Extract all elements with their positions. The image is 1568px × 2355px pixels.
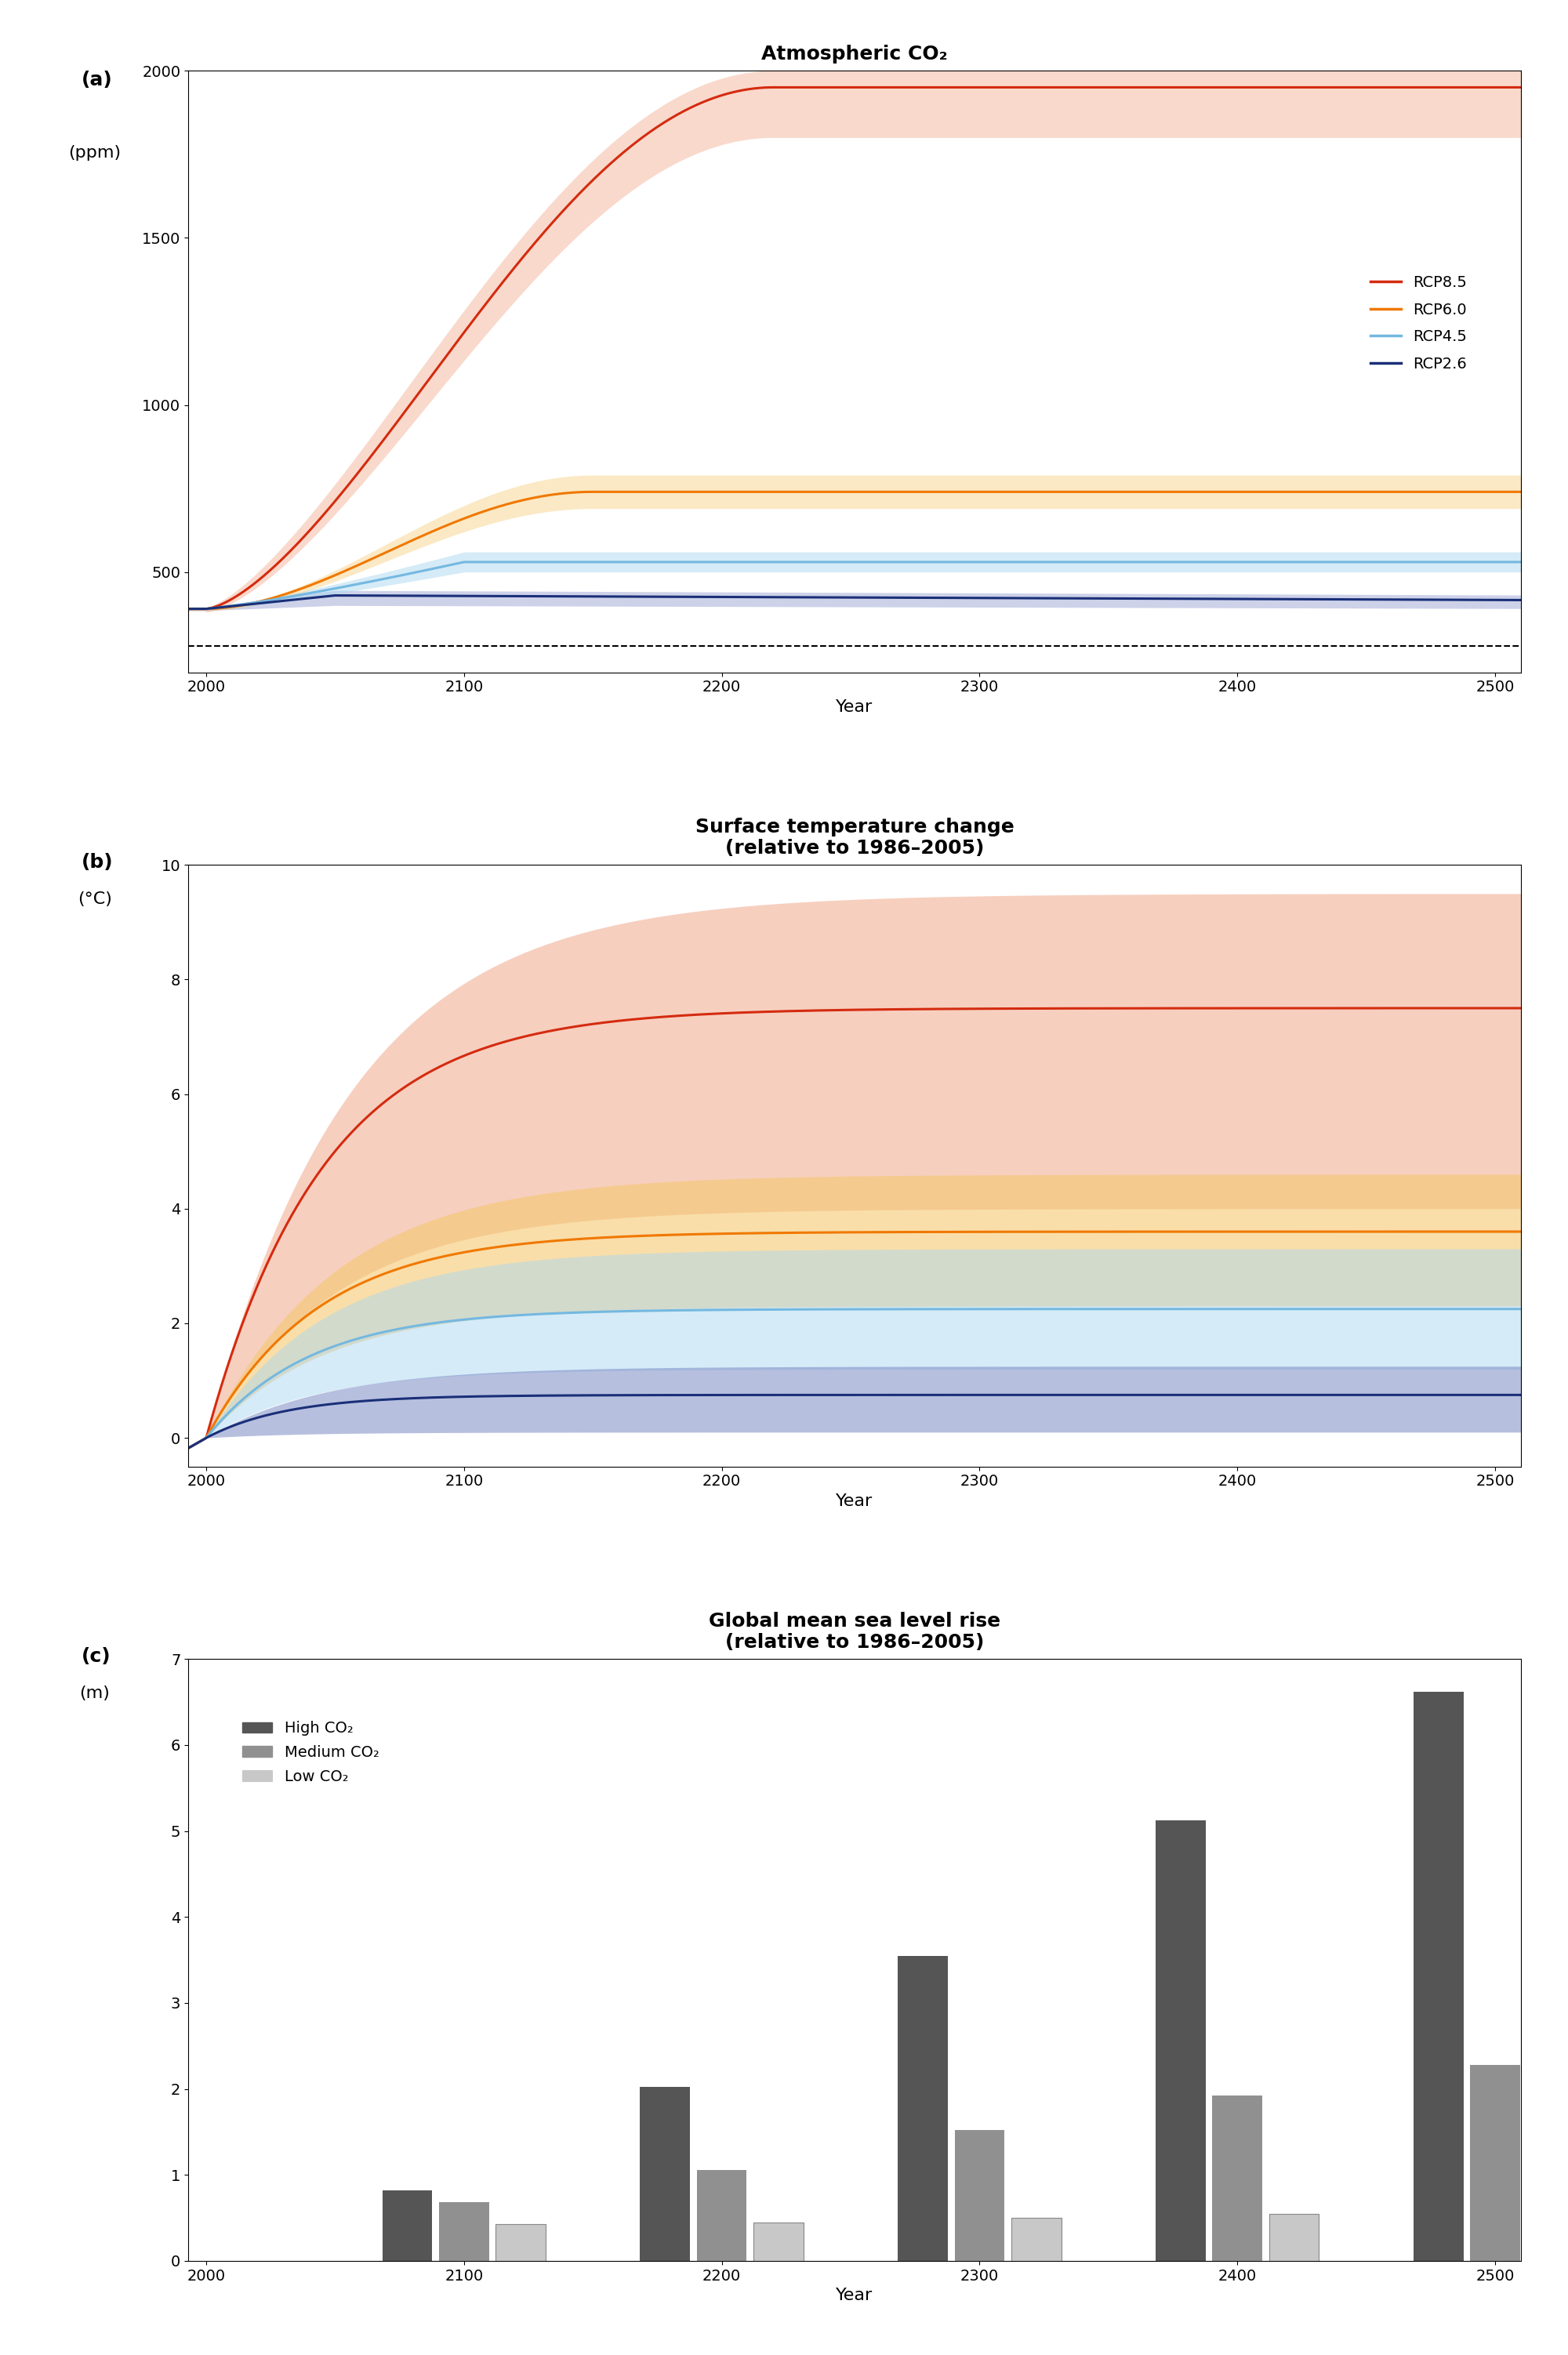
- Bar: [696, 2169, 746, 2261]
- Title: Global mean sea level rise
(relative to 1986–2005): Global mean sea level rise (relative to …: [709, 1611, 1000, 1653]
- Legend: High CO₂, Medium CO₂, Low CO₂: High CO₂, Medium CO₂, Low CO₂: [235, 1714, 386, 1790]
- Y-axis label: (ppm): (ppm): [69, 146, 121, 160]
- Text: (b): (b): [82, 853, 113, 871]
- X-axis label: Year: Year: [836, 699, 873, 716]
- Bar: [955, 2131, 1005, 2261]
- Bar: [1527, 2207, 1568, 2261]
- Bar: [1212, 2096, 1262, 2261]
- Title: Surface temperature change
(relative to 1986–2005): Surface temperature change (relative to …: [695, 817, 1014, 857]
- Y-axis label: (°C): (°C): [78, 890, 111, 907]
- Title: Atmospheric CO₂: Atmospheric CO₂: [762, 45, 947, 64]
- Bar: [1471, 2065, 1519, 2261]
- Y-axis label: (m): (m): [80, 1686, 110, 1700]
- Bar: [495, 2223, 546, 2261]
- Bar: [1156, 1820, 1206, 2261]
- Text: (c): (c): [82, 1646, 111, 1665]
- Bar: [439, 2202, 489, 2261]
- Legend: RCP8.5, RCP6.0, RCP4.5, RCP2.6: RCP8.5, RCP6.0, RCP4.5, RCP2.6: [1364, 268, 1474, 377]
- Bar: [383, 2190, 433, 2261]
- Bar: [754, 2223, 803, 2261]
- Bar: [898, 1955, 947, 2261]
- Bar: [640, 2087, 690, 2261]
- Bar: [1269, 2214, 1319, 2261]
- Bar: [1413, 1691, 1463, 2261]
- X-axis label: Year: Year: [836, 2287, 873, 2303]
- X-axis label: Year: Year: [836, 1493, 873, 1510]
- Bar: [1011, 2218, 1062, 2261]
- Text: (a): (a): [82, 71, 113, 89]
